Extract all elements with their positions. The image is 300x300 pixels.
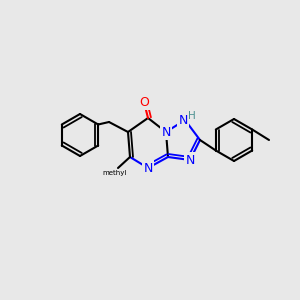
Text: N: N (185, 154, 195, 166)
Text: H: H (188, 111, 196, 121)
Text: N: N (143, 161, 153, 175)
Text: N: N (161, 125, 171, 139)
Text: methyl: methyl (103, 170, 127, 176)
Text: O: O (139, 95, 149, 109)
Text: N: N (178, 113, 188, 127)
